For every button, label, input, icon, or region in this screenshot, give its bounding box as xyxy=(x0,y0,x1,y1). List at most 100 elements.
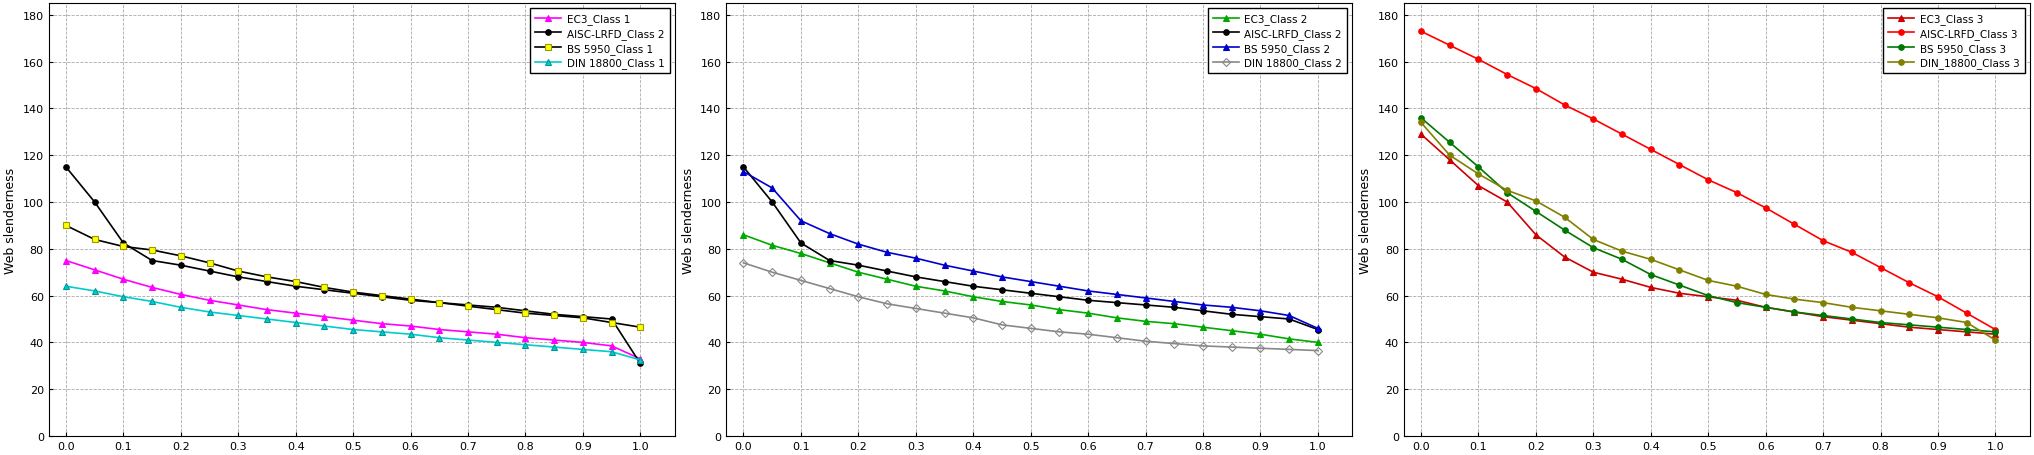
EC3_Class 3 xyxy=(1580,270,1605,275)
EC3_Class 2 xyxy=(991,299,1015,304)
BS 5950_Class 2 xyxy=(1249,308,1273,314)
AISC-LRFD_Class 3 xyxy=(1898,280,1922,286)
EC3_Class 2 xyxy=(1161,321,1186,327)
DIN_18800_Class 3 xyxy=(1639,257,1664,263)
AISC-LRFD_Class 3 xyxy=(1869,265,1894,271)
EC3_Class 2 xyxy=(932,288,956,294)
DIN_18800_Class 3 xyxy=(1580,237,1605,243)
DIN 18800_Class 2 xyxy=(1161,341,1186,347)
EC3_Class 3 xyxy=(1609,277,1633,283)
DIN 18800_Class 2 xyxy=(1133,339,1157,344)
Line: EC3_Class 1: EC3_Class 1 xyxy=(63,258,643,362)
AISC-LRFD_Class 2 xyxy=(283,284,307,289)
AISC-LRFD_Class 2 xyxy=(456,303,480,308)
EC3_Class 2 xyxy=(846,270,871,275)
DIN_18800_Class 3 xyxy=(1898,312,1922,317)
DIN 18800_Class 1 xyxy=(572,347,596,352)
AISC-LRFD_Class 2 xyxy=(399,298,423,303)
BS 5950_Class 1 xyxy=(254,274,279,280)
DIN_18800_Class 3 xyxy=(1869,308,1894,314)
DIN_18800_Class 3 xyxy=(1810,300,1835,306)
Legend: EC3_Class 3, AISC-LRFD_Class 3, BS 5950_Class 3, DIN_18800_Class 3: EC3_Class 3, AISC-LRFD_Class 3, BS 5950_… xyxy=(1883,10,2024,74)
EC3_Class 3 xyxy=(1926,327,1951,333)
AISC-LRFD_Class 2 xyxy=(818,258,842,263)
AISC-LRFD_Class 2 xyxy=(342,291,366,296)
AISC-LRFD_Class 2 xyxy=(112,241,136,246)
BS 5950_Class 1 xyxy=(427,300,452,306)
AISC-LRFD_Class 2 xyxy=(1249,314,1273,320)
AISC-LRFD_Class 2 xyxy=(572,314,596,320)
Legend: EC3_Class 2, AISC-LRFD_Class 2, BS 5950_Class 2, DIN 18800_Class 2: EC3_Class 2, AISC-LRFD_Class 2, BS 5950_… xyxy=(1208,10,1347,74)
BS 5950_Class 1 xyxy=(197,261,222,266)
DIN 18800_Class 1 xyxy=(83,288,108,294)
AISC-LRFD_Class 2 xyxy=(732,165,757,170)
Line: AISC-LRFD_Class 2: AISC-LRFD_Class 2 xyxy=(740,165,1320,333)
BS 5950_Class 1 xyxy=(169,253,193,259)
AISC-LRFD_Class 2 xyxy=(513,308,537,314)
BS 5950_Class 2 xyxy=(1104,292,1129,298)
AISC-LRFD_Class 2 xyxy=(903,274,928,280)
Line: DIN 18800_Class 2: DIN 18800_Class 2 xyxy=(740,261,1320,354)
EC3_Class 3 xyxy=(1438,158,1462,163)
AISC-LRFD_Class 2 xyxy=(1133,303,1157,308)
EC3_Class 1 xyxy=(53,258,77,263)
EC3_Class 2 xyxy=(960,294,984,300)
AISC-LRFD_Class 2 xyxy=(169,263,193,268)
AISC-LRFD_Class 3 xyxy=(1438,43,1462,49)
BS 5950_Class 1 xyxy=(370,293,395,298)
AISC-LRFD_Class 2 xyxy=(140,258,165,263)
BS 5950_Class 3 xyxy=(1609,257,1633,263)
EC3_Class 1 xyxy=(456,329,480,335)
AISC-LRFD_Class 3 xyxy=(1810,238,1835,244)
AISC-LRFD_Class 2 xyxy=(846,263,871,268)
AISC-LRFD_Class 2 xyxy=(991,288,1015,293)
DIN_18800_Class 3 xyxy=(1410,121,1434,126)
DIN 18800_Class 2 xyxy=(903,306,928,312)
BS 5950_Class 2 xyxy=(991,274,1015,280)
DIN_18800_Class 3 xyxy=(1523,199,1548,204)
DIN 18800_Class 1 xyxy=(513,342,537,348)
EC3_Class 3 xyxy=(1410,132,1434,137)
EC3_Class 1 xyxy=(140,285,165,290)
BS 5950_Class 3 xyxy=(1898,323,1922,328)
EC3_Class 3 xyxy=(1725,298,1749,303)
AISC-LRFD_Class 2 xyxy=(254,279,279,285)
BS 5950_Class 2 xyxy=(875,250,899,256)
AISC-LRFD_Class 3 xyxy=(1668,162,1692,168)
Legend: EC3_Class 1, AISC-LRFD_Class 2, BS 5950_Class 1, DIN 18800_Class 1: EC3_Class 1, AISC-LRFD_Class 2, BS 5950_… xyxy=(531,10,669,74)
BS 5950_Class 3 xyxy=(1580,245,1605,251)
EC3_Class 1 xyxy=(370,321,395,327)
AISC-LRFD_Class 2 xyxy=(600,317,624,322)
DIN 18800_Class 2 xyxy=(960,315,984,321)
EC3_Class 3 xyxy=(1898,325,1922,330)
EC3_Class 1 xyxy=(283,311,307,316)
AISC-LRFD_Class 3 xyxy=(1782,222,1806,228)
AISC-LRFD_Class 2 xyxy=(83,200,108,205)
BS 5950_Class 1 xyxy=(53,223,77,229)
DIN_18800_Class 3 xyxy=(1839,305,1863,310)
AISC-LRFD_Class 2 xyxy=(1048,294,1072,300)
BS 5950_Class 2 xyxy=(932,263,956,268)
BS 5950_Class 1 xyxy=(112,244,136,250)
BS 5950_Class 1 xyxy=(226,269,250,274)
DIN 18800_Class 1 xyxy=(283,320,307,325)
AISC-LRFD_Class 2 xyxy=(1277,317,1302,322)
DIN 18800_Class 2 xyxy=(875,301,899,307)
DIN 18800_Class 1 xyxy=(197,309,222,315)
BS 5950_Class 2 xyxy=(789,218,814,224)
AISC-LRFD_Class 2 xyxy=(1104,300,1129,306)
EC3_Class 2 xyxy=(875,277,899,283)
Line: DIN_18800_Class 3: DIN_18800_Class 3 xyxy=(1418,121,1997,343)
AISC-LRFD_Class 2 xyxy=(1019,291,1043,296)
EC3_Class 2 xyxy=(732,233,757,238)
DIN 18800_Class 1 xyxy=(342,327,366,333)
AISC-LRFD_Class 3 xyxy=(1696,177,1721,183)
EC3_Class 3 xyxy=(1668,291,1692,296)
EC3_Class 2 xyxy=(761,243,785,248)
BS 5950_Class 1 xyxy=(484,307,508,313)
BS 5950_Class 2 xyxy=(960,269,984,274)
EC3_Class 3 xyxy=(1696,294,1721,300)
EC3_Class 1 xyxy=(197,298,222,303)
Line: BS 5950_Class 3: BS 5950_Class 3 xyxy=(1418,116,1997,335)
BS 5950_Class 3 xyxy=(1810,313,1835,318)
